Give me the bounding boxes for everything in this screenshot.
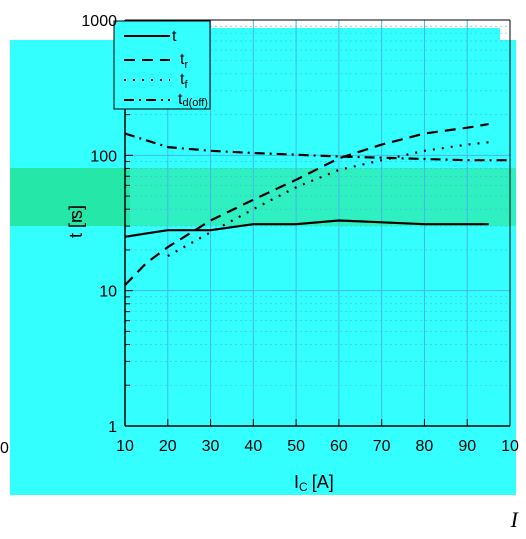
x-axis-label-main: I — [294, 472, 299, 492]
x-tick-label: 30 — [202, 438, 220, 455]
corner-glyph: I — [510, 507, 518, 532]
legend-label-t: t — [172, 28, 177, 45]
legend-label-tr: tr — [180, 51, 188, 71]
edge-glyph: 0 — [0, 440, 9, 457]
y-tick-label: 100 — [90, 148, 117, 165]
x-tick-label: 10 — [501, 438, 519, 455]
x-tick-label: 10 — [116, 438, 134, 455]
x-tick-label: 50 — [287, 438, 305, 455]
x-tick-label: 40 — [244, 438, 262, 455]
legend-label-tr-sub: r — [184, 59, 188, 71]
legend-label-tdoff-main: t — [178, 91, 183, 108]
y-axis-label-unit: s] — [66, 205, 86, 219]
grid-lines — [125, 20, 510, 426]
tick-labels: 10 20 30 40 50 60 70 80 90 10 1 10 100 1000 — [81, 13, 519, 455]
plot-background — [10, 40, 516, 495]
x-axis-label-unit: [A] — [312, 472, 334, 492]
legend: t tr tf td(off) — [113, 20, 211, 110]
x-axis-label-sub: C — [299, 480, 308, 494]
x-axis-label: IC [A] — [294, 472, 334, 494]
y-axis-label: t [rs] — [66, 205, 86, 238]
y-tick-label: 1 — [108, 419, 117, 436]
legend-label-tf-sub: f — [184, 79, 188, 91]
plot-background-top — [120, 28, 500, 42]
x-tick-label: 70 — [373, 438, 391, 455]
series-lines — [124, 123, 510, 286]
series-line-tr — [124, 123, 489, 286]
series-line-t — [124, 219, 489, 238]
legend-box — [113, 20, 211, 110]
legend-label-tdoff-sub: d(off) — [182, 97, 207, 109]
legend-label-tdoff: td(off) — [178, 91, 208, 109]
y-tick-label: 1000 — [81, 13, 117, 30]
x-tick-label: 60 — [330, 438, 348, 455]
legend-label-tf-main: t — [180, 71, 185, 88]
legend-label-tr-main: t — [180, 51, 185, 68]
x-tick-label: 90 — [458, 438, 476, 455]
x-tick-label: 80 — [416, 438, 434, 455]
highlight-band-left — [10, 168, 130, 226]
y-axis-label-main: t [r — [66, 217, 86, 238]
series-line-tdoff — [124, 132, 510, 162]
legend-label-tf: tf — [180, 71, 188, 91]
x-tick-label: 20 — [159, 438, 177, 455]
y-tick-label: 10 — [99, 284, 117, 301]
